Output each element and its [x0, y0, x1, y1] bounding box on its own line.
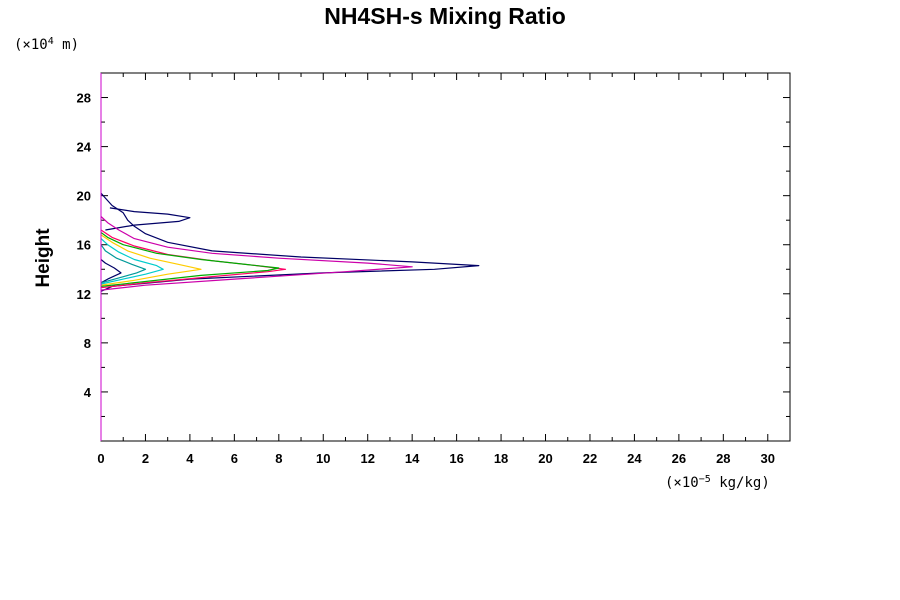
- series-line-1: [100, 192, 480, 292]
- series-line-6: [100, 232, 280, 287]
- x-unit-suffix: kg/kg): [711, 475, 770, 491]
- series-line-9: [100, 244, 147, 284]
- x-tick-label: 24: [627, 451, 642, 466]
- series-layer: [100, 192, 480, 292]
- y-axis-unit: (×104 m): [14, 36, 79, 53]
- x-unit-exponent: −5: [699, 474, 711, 485]
- series-line-7: [100, 234, 202, 286]
- chart-title: NH4SH-s Mixing Ratio: [324, 3, 566, 29]
- y-tick-label: 12: [77, 287, 91, 302]
- x-tick-label: 4: [186, 451, 194, 466]
- y-tick-label: 24: [77, 140, 92, 155]
- plot-frame: [100, 72, 791, 442]
- y-tick-label: 28: [77, 91, 91, 106]
- axis-ticks: [100, 72, 791, 442]
- y-axis-label: Height: [33, 228, 54, 288]
- x-tick-label: 22: [583, 451, 597, 466]
- x-axis-unit: (×10−5 kg/kg): [665, 474, 770, 491]
- series-line-4: [100, 216, 413, 291]
- x-unit-prefix: (×10: [665, 475, 699, 491]
- x-tick-label: 6: [231, 451, 238, 466]
- x-tick-label: 14: [405, 451, 420, 466]
- x-tick-label: 8: [275, 451, 282, 466]
- y-tick-label: 16: [77, 238, 91, 253]
- series-line-2: [100, 259, 122, 284]
- x-tick-label: 20: [538, 451, 552, 466]
- x-tick-label: 26: [672, 451, 686, 466]
- x-tick-label: 18: [494, 451, 508, 466]
- x-tick-label: 28: [716, 451, 730, 466]
- series-line-3: [105, 207, 191, 231]
- y-unit-prefix: (×10: [14, 37, 48, 53]
- x-tick-label: 2: [142, 451, 149, 466]
- y-tick-label: 20: [77, 189, 91, 204]
- y-tick-label: 4: [84, 385, 92, 400]
- y-tick-label: 8: [84, 336, 91, 351]
- x-tick-label: 30: [761, 451, 775, 466]
- y-unit-exponent: 4: [48, 36, 54, 47]
- x-tick-label: 16: [449, 451, 463, 466]
- x-tick-label: 10: [316, 451, 330, 466]
- series-line-8: [100, 238, 164, 285]
- x-tick-label: 12: [360, 451, 374, 466]
- x-tick-label: 0: [97, 451, 104, 466]
- y-unit-suffix: m): [54, 37, 79, 53]
